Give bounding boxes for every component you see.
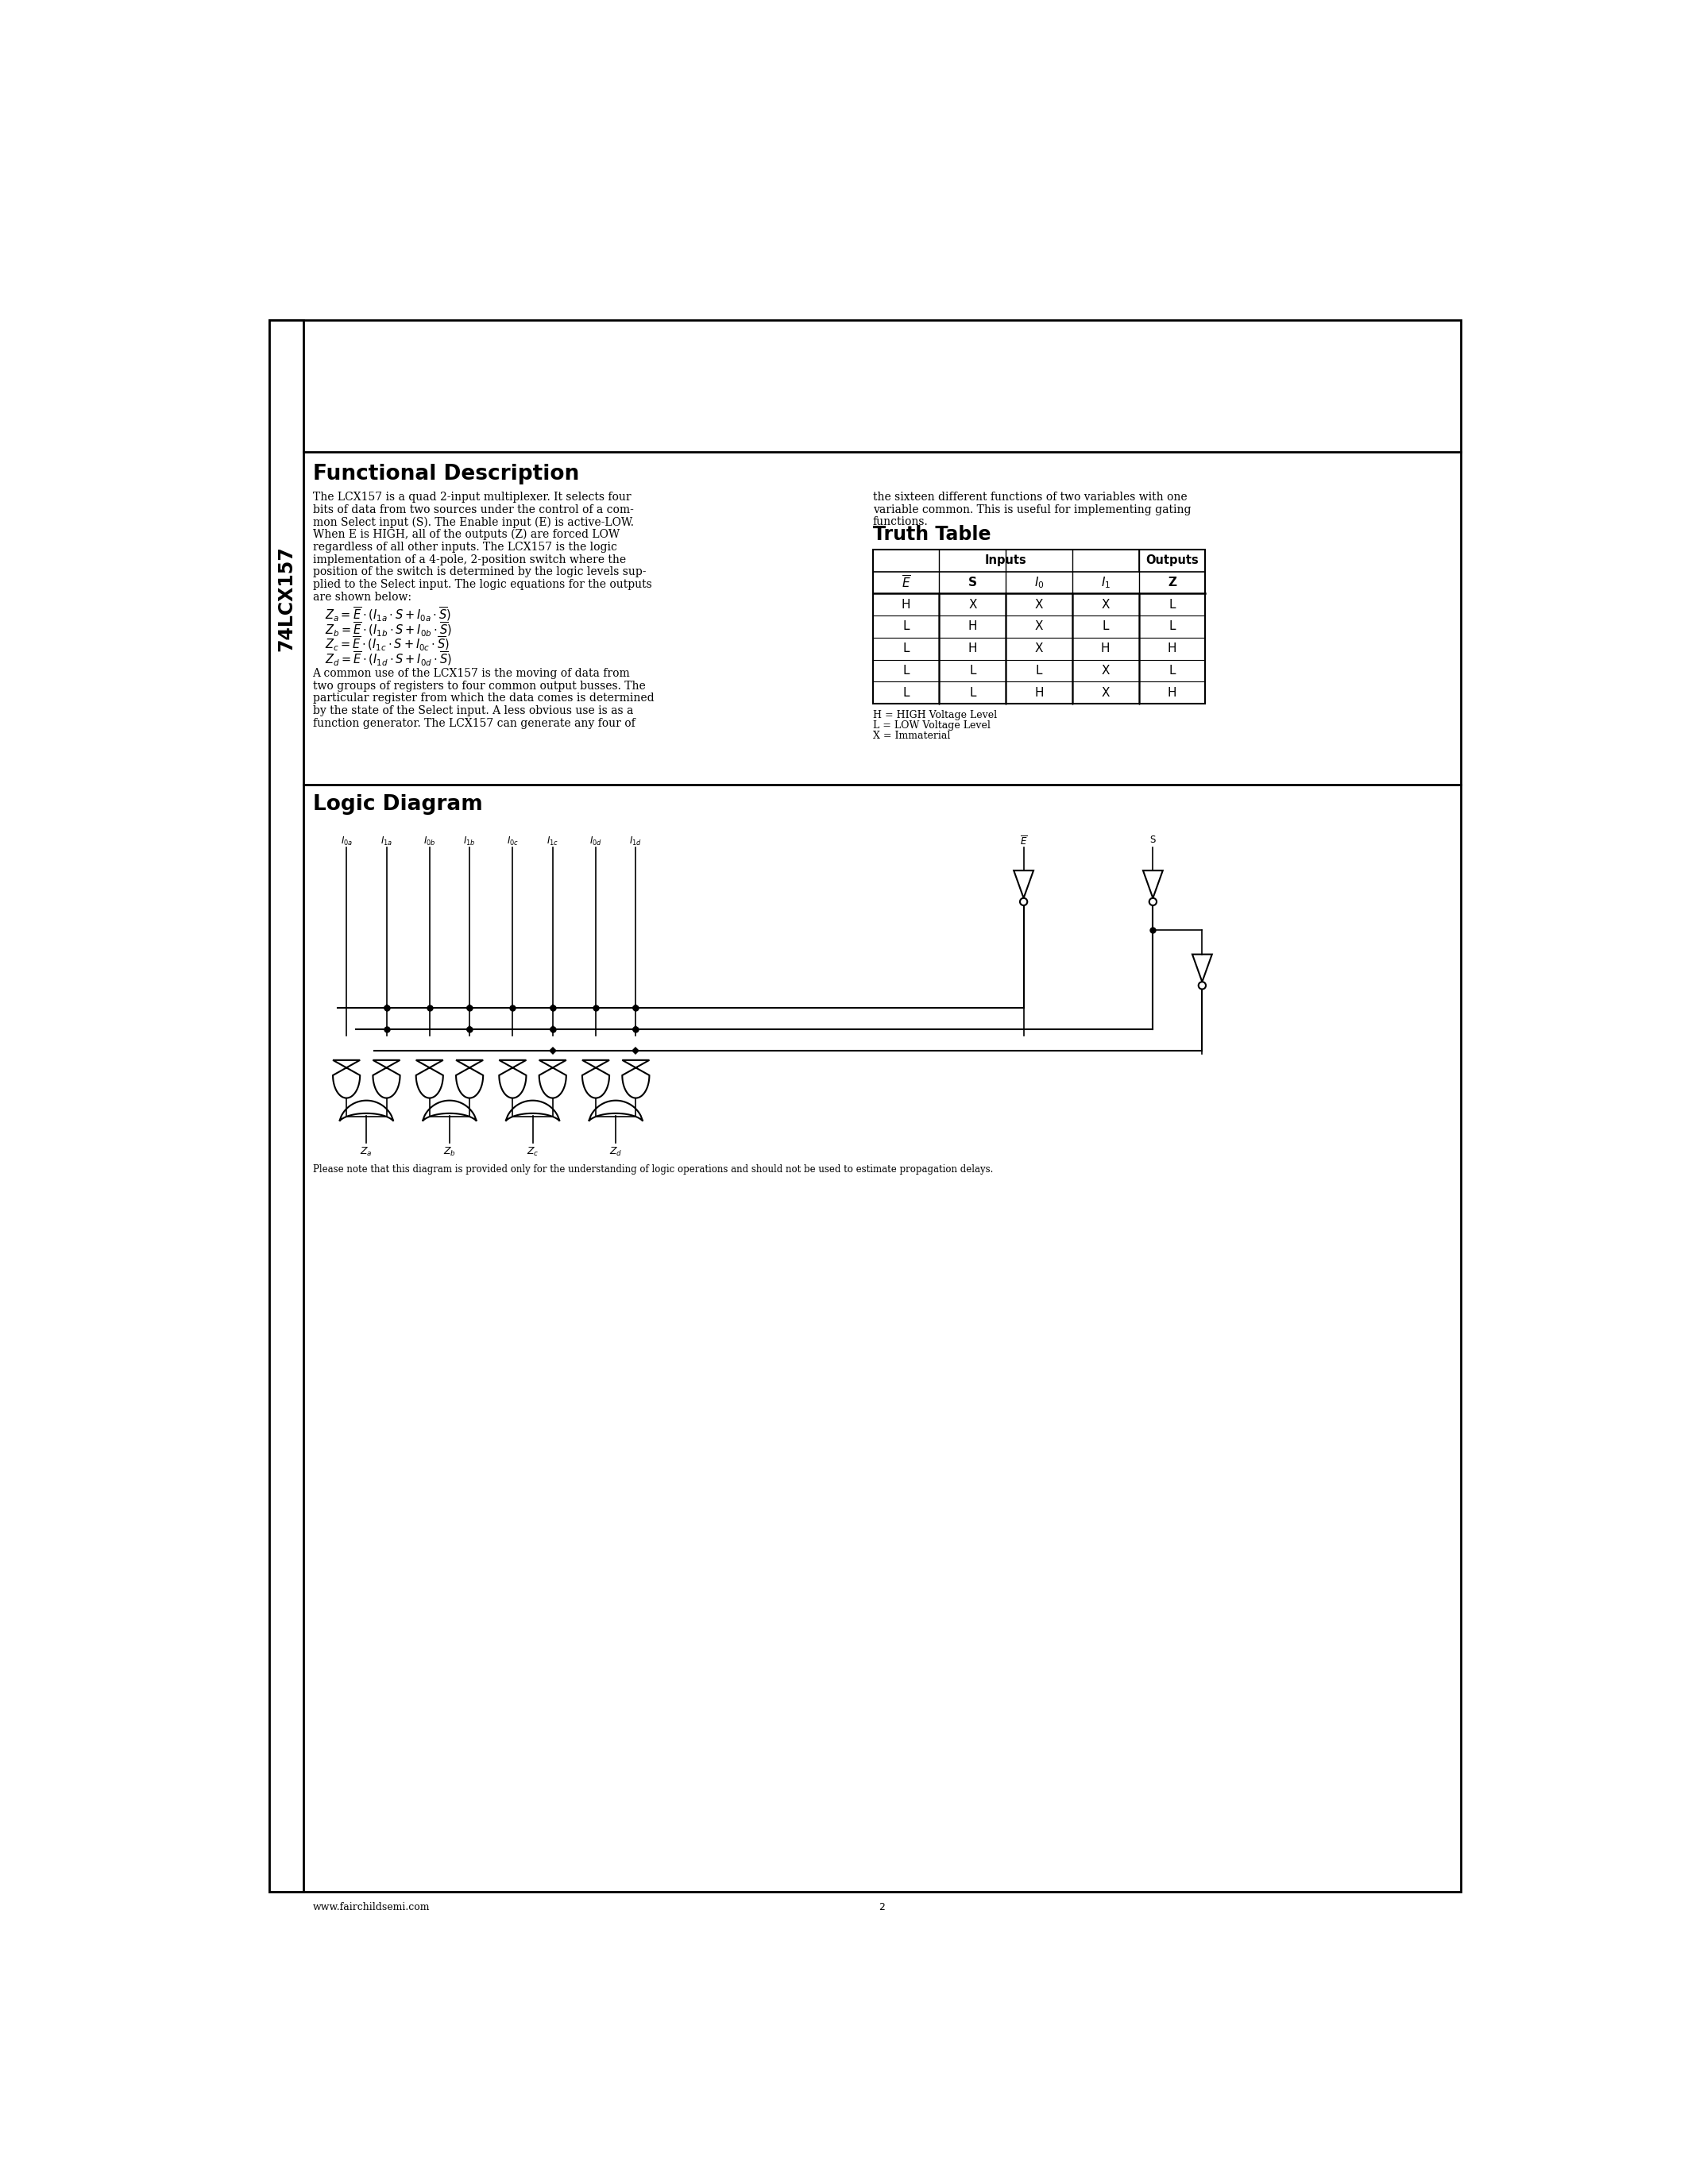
Text: A common use of the LCX157 is the moving of data from: A common use of the LCX157 is the moving…: [312, 668, 630, 679]
Text: Please note that this diagram is provided only for the understanding of logic op: Please note that this diagram is provide…: [312, 1164, 993, 1175]
Text: L: L: [969, 686, 976, 699]
Text: H: H: [1101, 642, 1111, 655]
Text: L: L: [903, 642, 910, 655]
Text: plied to the Select input. The logic equations for the outputs: plied to the Select input. The logic equ…: [312, 579, 652, 590]
Text: Logic Diagram: Logic Diagram: [312, 795, 483, 815]
Text: $Z_a$: $Z_a$: [360, 1147, 373, 1158]
Bar: [873, 550, 1205, 703]
Text: X: X: [1101, 664, 1109, 677]
Text: When E is HIGH, all of the outputs (Z) are forced LOW: When E is HIGH, all of the outputs (Z) a…: [312, 529, 619, 539]
Text: L: L: [1036, 664, 1043, 677]
Text: $I_{0c}$: $I_{0c}$: [506, 834, 518, 847]
Text: L: L: [903, 620, 910, 633]
Text: $I_{1c}$: $I_{1c}$: [547, 834, 559, 847]
Text: $Z_d = \overline{E} \cdot (I_{1d} \cdot S + I_{0d} \cdot \overline{S})$: $Z_d = \overline{E} \cdot (I_{1d} \cdot …: [324, 651, 452, 668]
Text: mon Select input (S). The Enable input (E) is active-LOW.: mon Select input (S). The Enable input (…: [312, 515, 633, 529]
Text: 74LCX157: 74LCX157: [277, 546, 295, 651]
Text: L: L: [1168, 664, 1175, 677]
Text: $Z_b$: $Z_b$: [444, 1147, 456, 1158]
Text: X = Immaterial: X = Immaterial: [873, 729, 950, 740]
Text: L: L: [1168, 598, 1175, 612]
Text: functions.: functions.: [873, 515, 928, 529]
Text: $I_{0b}$: $I_{0b}$: [424, 834, 436, 847]
Text: X: X: [1035, 620, 1043, 633]
Text: X: X: [1035, 598, 1043, 612]
Text: $I_0$: $I_0$: [1035, 574, 1043, 590]
Text: variable common. This is useful for implementing gating: variable common. This is useful for impl…: [873, 505, 1192, 515]
Text: $I_{1b}$: $I_{1b}$: [464, 834, 476, 847]
Text: $Z_c$: $Z_c$: [527, 1147, 538, 1158]
Text: two groups of registers to four common output busses. The: two groups of registers to four common o…: [312, 681, 645, 692]
Text: X: X: [1101, 686, 1109, 699]
Text: $Z_d$: $Z_d$: [609, 1147, 623, 1158]
Text: X: X: [1101, 598, 1109, 612]
Text: H = HIGH Voltage Level: H = HIGH Voltage Level: [873, 710, 998, 721]
Text: H: H: [967, 620, 977, 633]
Text: $I_{1a}$: $I_{1a}$: [380, 834, 393, 847]
Text: L = LOW Voltage Level: L = LOW Voltage Level: [873, 721, 991, 729]
Text: $Z_a = \overline{E} \cdot (I_{1a} \cdot S + I_{0a} \cdot \overline{S})$: $Z_a = \overline{E} \cdot (I_{1a} \cdot …: [324, 607, 451, 625]
Text: $Z_b = \overline{E} \cdot (I_{1b} \cdot S + I_{0b} \cdot \overline{S})$: $Z_b = \overline{E} \cdot (I_{1b} \cdot …: [324, 620, 452, 638]
Text: L: L: [969, 664, 976, 677]
Text: S: S: [969, 577, 977, 587]
Text: $\overline{E}$: $\overline{E}$: [901, 574, 910, 590]
Text: Truth Table: Truth Table: [873, 524, 991, 544]
Text: H: H: [1035, 686, 1043, 699]
Text: L: L: [1168, 620, 1175, 633]
Text: $I_{0d}$: $I_{0d}$: [589, 834, 603, 847]
Text: $Z_c = \overline{E} \cdot (I_{1c} \cdot S + I_{0c} \cdot \overline{S})$: $Z_c = \overline{E} \cdot (I_{1c} \cdot …: [324, 636, 449, 653]
Text: $\overline{E}$: $\overline{E}$: [1020, 834, 1028, 847]
Text: $I_1$: $I_1$: [1101, 574, 1111, 590]
Text: Z: Z: [1168, 577, 1177, 587]
Text: Inputs: Inputs: [984, 555, 1026, 566]
Text: Outputs: Outputs: [1146, 555, 1198, 566]
Text: 2: 2: [879, 1902, 885, 1913]
Text: H: H: [1168, 642, 1177, 655]
Text: by the state of the Select input. A less obvious use is as a: by the state of the Select input. A less…: [312, 705, 633, 716]
Text: position of the switch is determined by the logic levels sup-: position of the switch is determined by …: [312, 566, 647, 579]
Text: L: L: [903, 664, 910, 677]
Text: $I_{1d}$: $I_{1d}$: [630, 834, 641, 847]
Text: H: H: [967, 642, 977, 655]
Text: H: H: [1168, 686, 1177, 699]
Text: www.fairchildsemi.com: www.fairchildsemi.com: [312, 1902, 430, 1913]
Text: implementation of a 4-pole, 2-position switch where the: implementation of a 4-pole, 2-position s…: [312, 555, 626, 566]
Text: regardless of all other inputs. The LCX157 is the logic: regardless of all other inputs. The LCX1…: [312, 542, 616, 553]
Bar: [270, 321, 304, 1891]
Text: $I_{0a}$: $I_{0a}$: [341, 834, 353, 847]
Text: bits of data from two sources under the control of a com-: bits of data from two sources under the …: [312, 505, 633, 515]
Text: S: S: [1150, 834, 1156, 845]
Text: L: L: [903, 686, 910, 699]
Text: the sixteen different functions of two variables with one: the sixteen different functions of two v…: [873, 491, 1187, 502]
Text: L: L: [1102, 620, 1109, 633]
Text: are shown below:: are shown below:: [312, 592, 412, 603]
Text: X: X: [969, 598, 977, 612]
Text: X: X: [1035, 642, 1043, 655]
Text: particular register from which the data comes is determined: particular register from which the data …: [312, 692, 653, 703]
Text: H: H: [901, 598, 910, 612]
Text: function generator. The LCX157 can generate any four of: function generator. The LCX157 can gener…: [312, 719, 635, 729]
Text: The LCX157 is a quad 2-input multiplexer. It selects four: The LCX157 is a quad 2-input multiplexer…: [312, 491, 631, 502]
Text: Functional Description: Functional Description: [312, 463, 579, 485]
